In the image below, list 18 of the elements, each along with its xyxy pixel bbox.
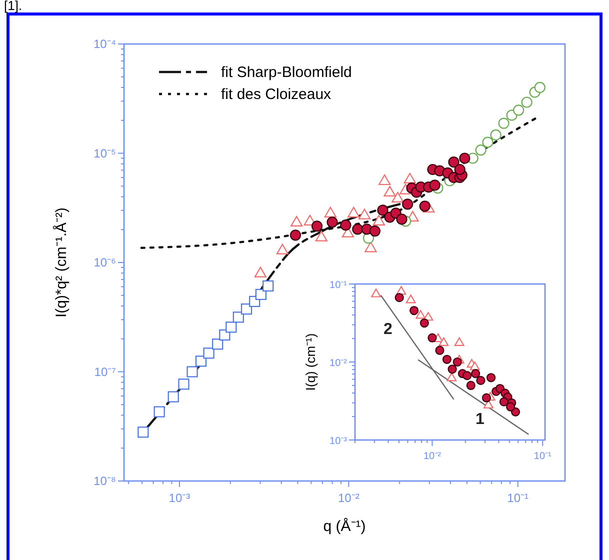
legend-label: fit des Cloizeaux	[221, 86, 332, 103]
y-tick-label: 10⁻⁶	[94, 256, 116, 270]
y-tick-label: 10⁻¹	[330, 280, 348, 291]
text: [1].	[4, 0, 22, 13]
legend-label: fit Sharp-Bloomfield	[221, 64, 352, 81]
y-tick-label: 10⁻⁸	[94, 474, 116, 488]
y-tick-label: 10⁻³	[330, 436, 348, 447]
x-tick-label: 10⁻¹	[507, 491, 529, 505]
x-axis-title: q (Å⁻¹)	[323, 517, 366, 535]
x-tick-label: 10⁻³	[168, 491, 190, 505]
y-axis-title: I(q)*q² (cm⁻¹.Å⁻²)	[52, 208, 70, 318]
y-tick-label: 10⁻⁴	[93, 37, 116, 51]
annotation: 1	[476, 411, 485, 428]
y-tick-label: 10⁻²	[330, 358, 348, 369]
annotation: 2	[384, 321, 393, 338]
y-axis-title: I(q) (cm⁻¹)	[303, 333, 318, 391]
y-tick-label: 10⁻⁵	[94, 146, 116, 160]
y-tick-label: 10⁻⁷	[94, 364, 116, 379]
